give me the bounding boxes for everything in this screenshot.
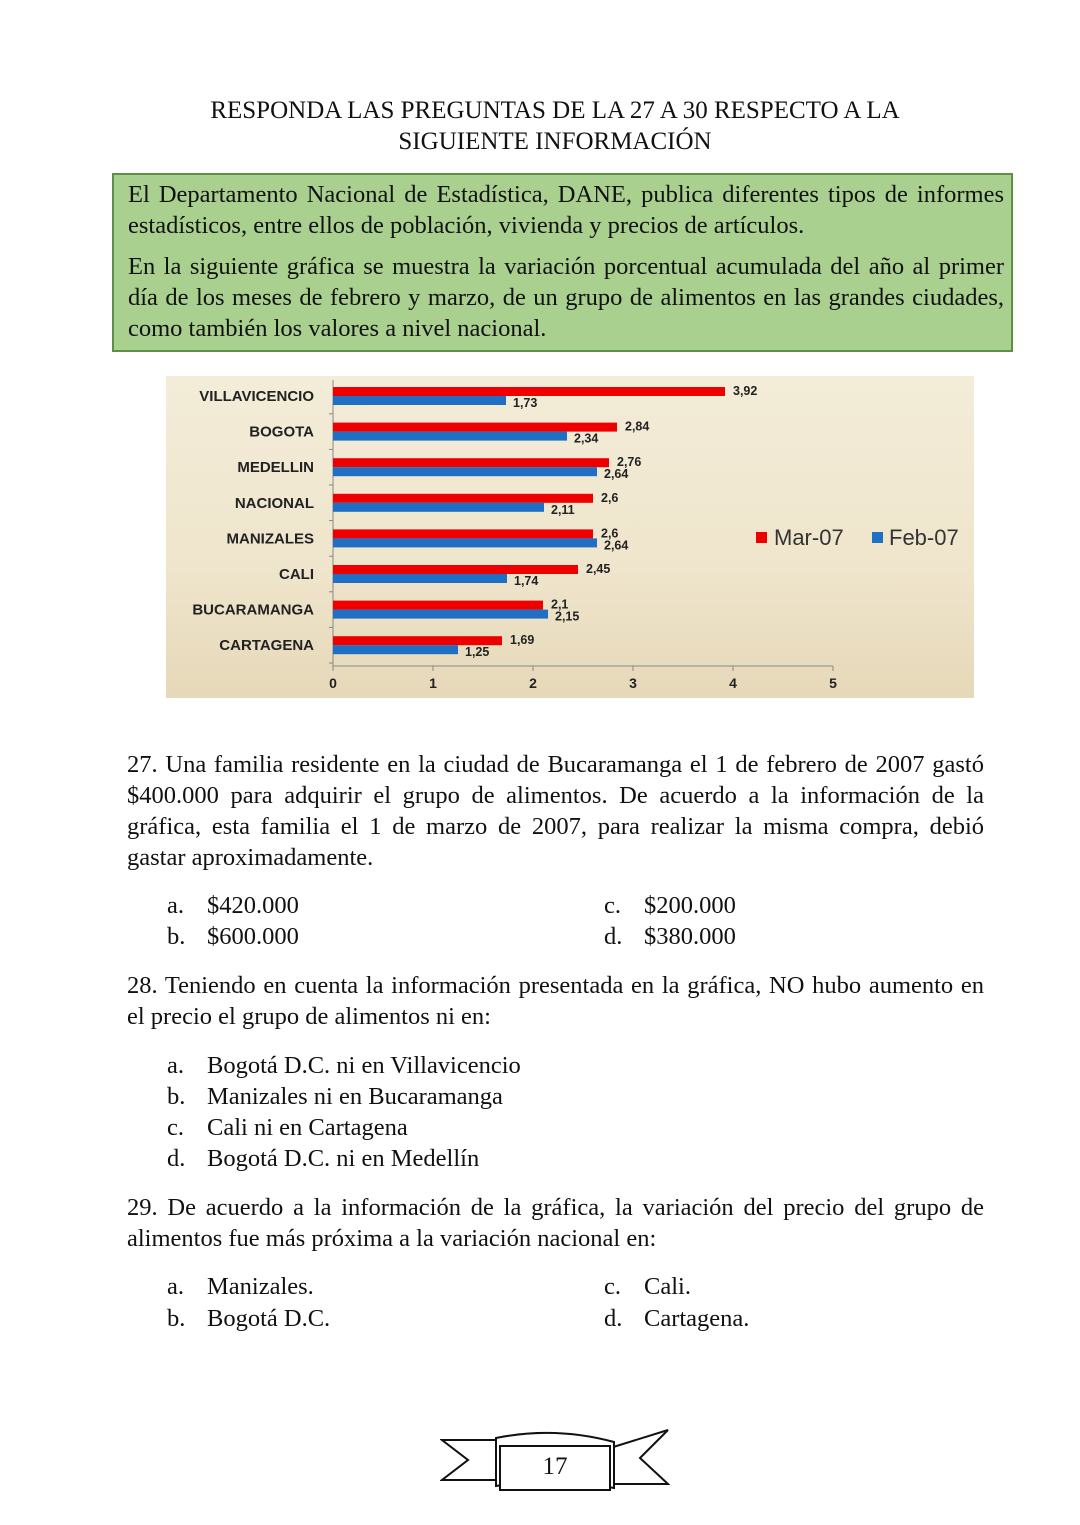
bar-mar-07 [333, 529, 593, 539]
option-c[interactable]: c. Cali. [604, 1273, 691, 1300]
data-label-mar-07: 2,6 [601, 526, 618, 540]
data-label-feb-07: 2,34 [574, 432, 598, 446]
option-b[interactable]: b. Bogotá D.C. [167, 1305, 331, 1332]
intro-box: El Departamento Nacional de Estadística,… [112, 173, 1013, 352]
option-c[interactable]: c. $200.000 [604, 892, 736, 919]
intro-paragraph: El Departamento Nacional de Estadística,… [128, 181, 1004, 239]
bar-chart: 0 1 2 3 4 5 VILLAVICENCIO 3,92 1,73 BOGOTA 2,84 2,3… [166, 376, 974, 698]
bar-feb-07 [333, 467, 597, 477]
options-29: a. Manizales. b. Bogotá D.C. c. Cali. d. Car… [167, 1271, 867, 1333]
category-label: VILLAVICENCIO [199, 388, 314, 405]
data-label-feb-07: 1,25 [465, 645, 489, 659]
question-29: 29. De acuerdo a la información de la gr… [127, 1194, 984, 1252]
option-a[interactable]: a. Manizales. [167, 1273, 314, 1300]
legend-label-mar-07: Mar-07 [774, 525, 844, 550]
bar-mar-07 [333, 458, 609, 468]
page-number: 17 [542, 1453, 568, 1480]
data-label-mar-07: 2,84 [625, 420, 649, 434]
x-tick-label: 0 [329, 675, 337, 691]
bar-feb-07 [333, 645, 458, 655]
bar-mar-07 [333, 565, 578, 574]
data-label-mar-07: 2,45 [586, 562, 610, 576]
legend-swatch-feb-07 [872, 532, 883, 543]
options-27: a. $420.000 b. $600.000 c. $200.000 d. $380.… [167, 890, 867, 952]
option-a[interactable]: a. $420.000 [167, 892, 299, 919]
category-label: MANIZALES [227, 530, 315, 547]
x-tick-label: 5 [829, 675, 837, 691]
bar-mar-07 [333, 493, 593, 503]
category-label: BUCARAMANGA [192, 602, 314, 619]
option-c[interactable]: c. Cali ni en Cartagena [167, 1114, 408, 1141]
options-28: a. Bogotá D.C. ni en Villavicencio b. Mani… [167, 1050, 867, 1174]
category-label: MEDELLIN [237, 459, 314, 476]
option-d[interactable]: d. Bogotá D.C. ni en Medellín [167, 1145, 480, 1172]
bar-feb-07 [333, 396, 506, 405]
x-tick-label: 1 [429, 675, 437, 691]
legend-swatch-mar-07 [756, 532, 767, 543]
section-title: RESPONDA LAS PREGUNTAS DE LA 27 A 30 RES… [210, 97, 900, 155]
page-number-ribbon [440, 1429, 670, 1491]
legend-label-feb-07: Feb-07 [889, 525, 959, 550]
x-tick-label: 3 [629, 675, 637, 691]
category-label: NACIONAL [235, 495, 314, 512]
bar-feb-07 [333, 431, 567, 441]
category-label: CALI [279, 566, 314, 583]
data-label-mar-07: 2,1 [551, 598, 568, 612]
bar-mar-07 [333, 422, 617, 432]
intro-paragraph: En la siguiente gráfica se muestra la va… [128, 253, 1004, 342]
x-tick-label: 4 [729, 675, 737, 691]
data-label-feb-07: 2,15 [555, 610, 579, 624]
data-label-feb-07: 2,64 [604, 538, 628, 552]
option-b[interactable]: b. Manizales ni en Bucaramanga [167, 1083, 503, 1110]
bar-feb-07 [333, 538, 597, 548]
question-28: 28. Teniendo en cuenta la información pr… [127, 972, 984, 1030]
data-label-feb-07: 1,73 [513, 396, 537, 410]
data-label-mar-07: 2,76 [617, 455, 641, 469]
bar-mar-07 [333, 636, 502, 646]
data-label-mar-07: 1,69 [510, 633, 534, 647]
bar-feb-07 [333, 502, 544, 512]
x-tick-label: 2 [529, 675, 537, 691]
bar-feb-07 [333, 574, 507, 583]
option-d[interactable]: d. $380.000 [604, 923, 736, 950]
bar-mar-07 [333, 387, 725, 396]
data-label-feb-07: 2,64 [604, 467, 628, 481]
option-d[interactable]: d. Cartagena. [604, 1305, 750, 1332]
category-label: CARTAGENA [219, 637, 314, 654]
data-label-feb-07: 2,11 [551, 503, 575, 517]
data-label-mar-07: 3,92 [733, 384, 757, 398]
question-27: 27. Una familia residente en la ciudad d… [127, 751, 984, 871]
option-a[interactable]: a. Bogotá D.C. ni en Villavicencio [167, 1052, 521, 1079]
data-label-feb-07: 1,74 [514, 574, 538, 588]
category-label: BOGOTA [249, 424, 314, 441]
bar-mar-07 [333, 600, 543, 610]
option-b[interactable]: b. $600.000 [167, 923, 299, 950]
data-label-mar-07: 2,6 [601, 491, 618, 505]
bar-feb-07 [333, 609, 548, 619]
